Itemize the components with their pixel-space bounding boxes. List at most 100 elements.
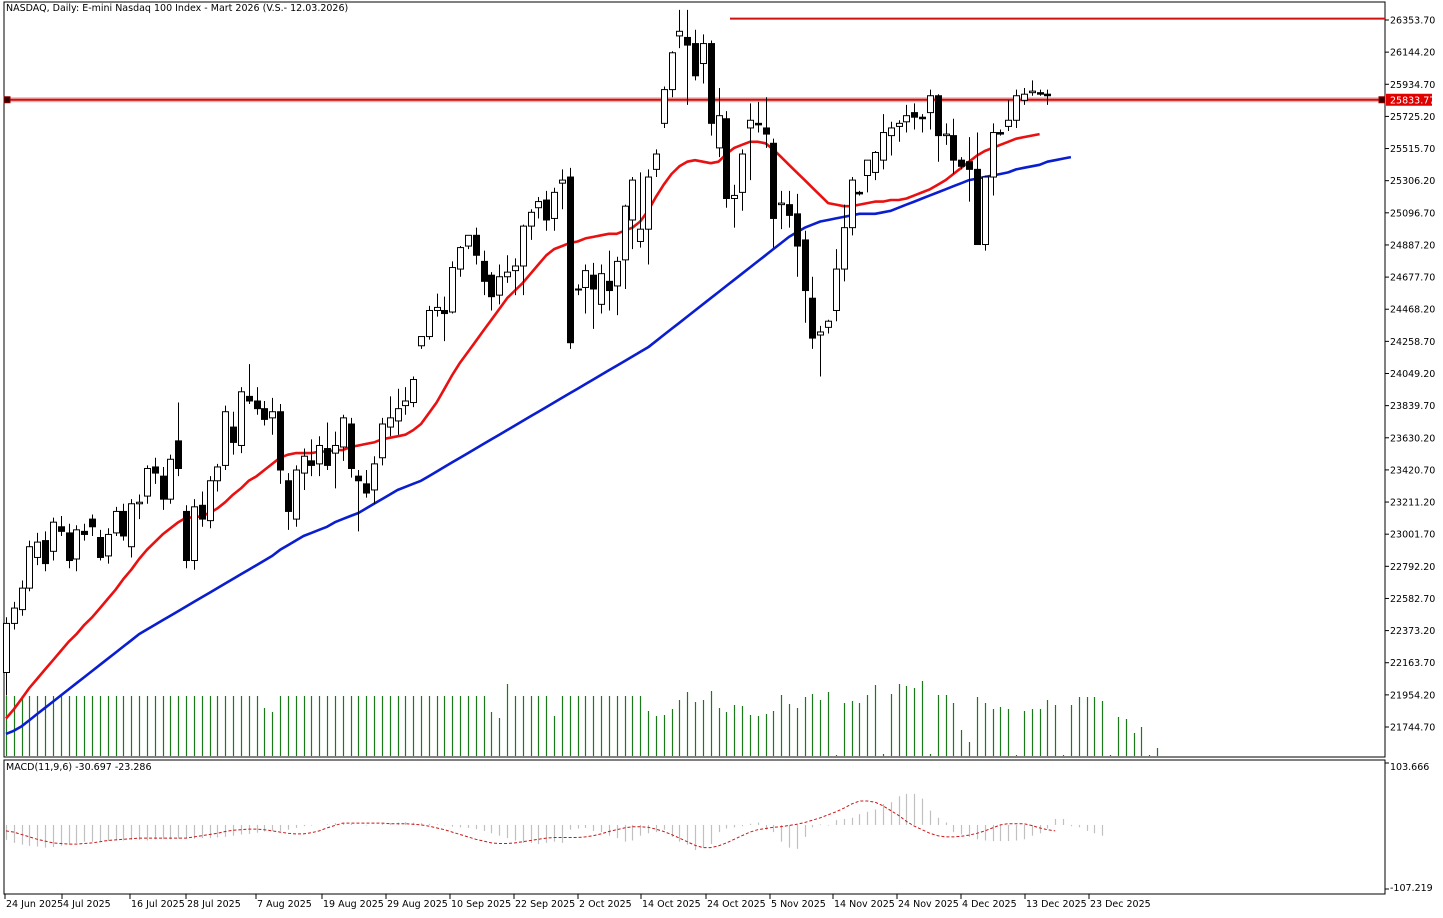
candle [387, 396, 394, 437]
candle-body-bear [1037, 92, 1044, 95]
candle [794, 193, 801, 277]
candle [175, 402, 182, 477]
candle-body-bear [481, 260, 488, 282]
candle-body-bull [387, 417, 394, 428]
candle-body-bull [269, 411, 276, 419]
macd-axis-top-label: 103.666 [1390, 762, 1429, 773]
date-tick-label: 14 Nov 2025 [834, 899, 895, 910]
date-tick-label: 10 Sep 2025 [451, 899, 511, 910]
macd-indicator: 103.666 -107.219 [5, 762, 1433, 894]
candle [590, 262, 597, 329]
candle-body-bull [833, 268, 840, 311]
candle-body-bull [136, 501, 143, 505]
candle-body-bear [246, 395, 253, 402]
price-tick-label: 25515.70 [1390, 144, 1435, 155]
horizontal-lines[interactable] [3, 17, 1386, 104]
candle [958, 157, 965, 170]
candle-body-bear [802, 239, 809, 292]
candle-body-bear [567, 176, 574, 344]
candle-body-bear [590, 274, 597, 290]
candle-body-bear [89, 518, 96, 528]
candle [254, 387, 261, 415]
candle [214, 463, 221, 492]
line-handle-right[interactable] [1378, 96, 1386, 104]
candle [692, 29, 699, 81]
candle [73, 525, 80, 572]
candle-body-bull [238, 391, 245, 446]
candle-body-bull [167, 458, 174, 500]
date-tick-label: 29 Aug 2025 [387, 899, 448, 910]
price-tick-label: 25725.20 [1390, 112, 1435, 123]
candle-body-bull [716, 115, 723, 149]
candle-body-bull [496, 276, 503, 296]
candle [473, 227, 480, 265]
candle-body-bull [817, 331, 824, 336]
candle [261, 400, 268, 426]
candle-body-bear [935, 95, 942, 137]
candle [575, 284, 582, 296]
candle-body-bear [230, 426, 237, 443]
candle [441, 296, 448, 342]
candle [348, 417, 355, 478]
candle [559, 169, 566, 210]
candle-body-bull [449, 267, 456, 313]
price-tick-label: 23839.70 [1390, 401, 1435, 412]
candle-body-bear [770, 142, 777, 219]
candle [395, 388, 402, 435]
candle-body-bull [927, 95, 934, 114]
candle-body-bull [825, 320, 832, 328]
price-tick-label: 22373.20 [1390, 626, 1435, 637]
candle-body-bear [363, 483, 370, 494]
candle [763, 97, 770, 148]
candle [183, 505, 190, 569]
candle-body-bear [42, 540, 49, 565]
candle-body-bull [637, 228, 644, 242]
candle [113, 506, 120, 536]
candle-body-bull [11, 607, 18, 624]
candle [144, 465, 151, 504]
candle [661, 86, 668, 128]
line-handle-left[interactable] [3, 96, 11, 104]
candle [622, 204, 629, 290]
candle [504, 255, 511, 283]
candle-body-bear [160, 475, 167, 500]
candle-body-bear [120, 510, 127, 537]
candle [802, 230, 809, 323]
candle-body-bear [488, 274, 495, 298]
candle-body-bull [903, 115, 910, 123]
candle-body-bull [3, 622, 10, 673]
candle [1029, 80, 1036, 96]
candle [997, 129, 1004, 136]
price-tick-label: 23001.70 [1390, 530, 1435, 541]
candle-body-bear [543, 199, 550, 221]
candle [230, 411, 237, 455]
candle-body-bull [34, 541, 41, 558]
candle-body-bull [1005, 119, 1012, 127]
chart-title: NASDAQ, Daily: E-mini Nasdaq 100 Index -… [6, 3, 349, 14]
candle [308, 439, 315, 477]
macd-label: MACD(11,9,6) -30.697 -23.286 [6, 762, 152, 773]
candle [864, 159, 871, 193]
candle [457, 246, 464, 277]
candle [637, 172, 644, 248]
candle [246, 364, 253, 405]
candle-body-bull [340, 417, 347, 448]
price-axis[interactable]: 26353.70 26144.20 25934.70 25725.20 25515.70… [1385, 16, 1435, 734]
candle [97, 529, 104, 561]
candle [645, 169, 652, 265]
main-pane-border [3, 1, 1386, 758]
candle-body-bull [645, 176, 652, 230]
candle-body-bear [285, 480, 292, 512]
candle-body-bear [254, 400, 261, 410]
candle-body-bear [692, 43, 699, 77]
candle-body-bull [622, 205, 629, 261]
candlesticks [3, 9, 1051, 696]
candle [426, 305, 433, 340]
candle [363, 470, 370, 498]
candle-body-bull [872, 151, 879, 173]
candle [614, 256, 621, 316]
time-axis[interactable]: 24 Jun 2025 4 Jul 2025 16 Jul 2025 28 Jul 2… [4, 894, 1151, 910]
candle-body-bull [747, 119, 754, 129]
